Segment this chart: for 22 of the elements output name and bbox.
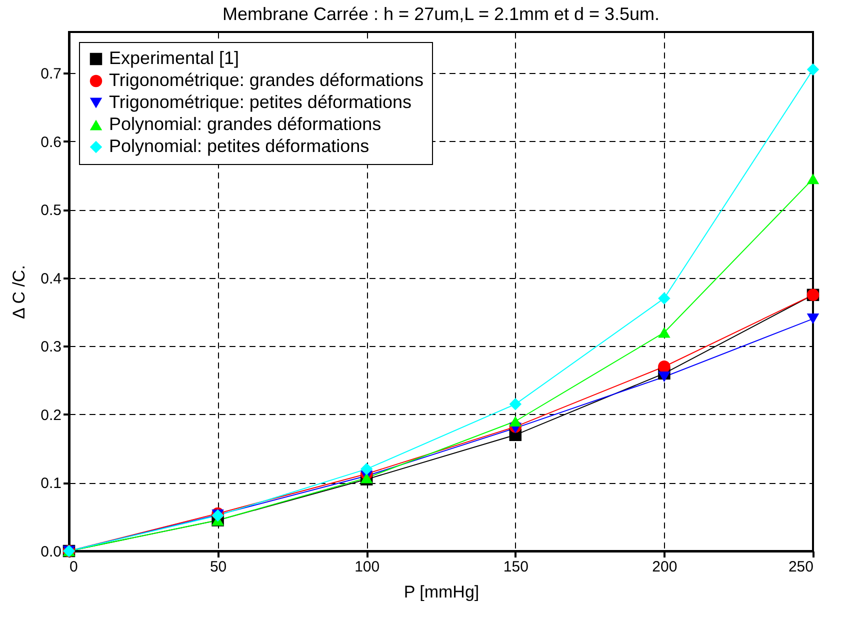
y-tick-label: 0.2: [40, 406, 62, 424]
y-tick-label: 0.3: [40, 338, 62, 356]
legend-label: Trigonométrique: grandes déformations: [109, 70, 424, 90]
x-tick-label: 100: [354, 558, 380, 576]
y-tick-label: 0.5: [40, 202, 62, 220]
y-axis-title: Δ C /C.: [10, 265, 29, 319]
legend-label: Trigonométrique: petites déformations: [109, 92, 412, 112]
x-tick-label: 0: [70, 558, 78, 576]
y-tick-label: 0.0: [40, 544, 62, 560]
x-tick-label: 200: [652, 558, 678, 576]
x-axis-title: P [mmHg]: [404, 582, 480, 602]
x-tick-label: 150: [503, 558, 528, 576]
legend-label: Polynomial: petites déformations: [109, 136, 370, 156]
legend-label: Experimental [1]: [109, 48, 240, 68]
x-tick-label: 50: [210, 558, 227, 576]
y-tick-label: 0.7: [40, 65, 62, 82]
y-tick-label: 0.6: [40, 134, 62, 151]
legend-label: Polynomial: grandes déformations: [109, 114, 382, 134]
y-tick-label: 0.4: [40, 270, 62, 288]
chart-title: Membrane Carrée : h = 27um,L = 2.1mm et d = 3.5um.: [222, 4, 660, 24]
y-tick-label: 0.1: [40, 475, 62, 492]
x-tick-label: 250: [788, 558, 814, 576]
